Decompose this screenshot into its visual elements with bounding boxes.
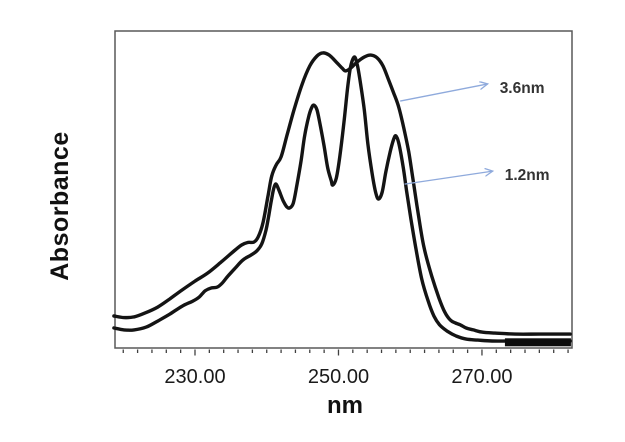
x-tick-label: 230.00 bbox=[164, 366, 225, 388]
annotation-label-3.6nm: 3.6nm bbox=[500, 80, 545, 97]
spectrum-curve-3.6nm bbox=[112, 51, 572, 336]
spectrum-curve-1.2nm bbox=[112, 55, 572, 343]
annotation-arrow-1.2nm bbox=[404, 171, 492, 185]
annotation-arrow-3.6nm bbox=[400, 84, 488, 102]
y-axis-title: Absorbance bbox=[46, 131, 74, 281]
x-tick-label: 270.00 bbox=[451, 366, 512, 388]
plot-frame bbox=[114, 30, 573, 349]
x-tick-label: 250.00 bbox=[308, 366, 369, 388]
x-axis-title: nm bbox=[327, 392, 363, 419]
annotation-label-1.2nm: 1.2nm bbox=[505, 167, 550, 184]
baseline-overlap-bar bbox=[504, 338, 571, 347]
